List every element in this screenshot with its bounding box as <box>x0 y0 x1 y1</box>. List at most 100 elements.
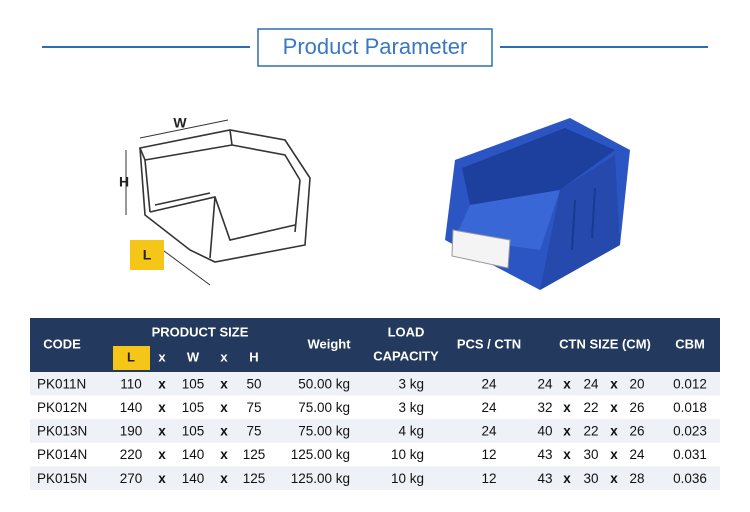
table-cell: x <box>158 376 166 391</box>
column-header: PRODUCT SIZE <box>152 324 249 339</box>
table-cell: PK012N <box>37 400 87 415</box>
size-l-highlight <box>113 346 150 370</box>
column-header: CTN SIZE (CM) <box>559 336 651 351</box>
table-cell: 3 kg <box>398 400 424 415</box>
title: Product Parameter <box>283 34 468 59</box>
table-cell: 43 <box>537 471 552 486</box>
table-cell: 110 <box>120 376 142 391</box>
table-cell: 26 <box>629 400 644 415</box>
table-cell: PK014N <box>37 447 87 462</box>
column-header: H <box>249 349 258 364</box>
table-cell: 50 <box>246 376 261 391</box>
table-cell: 140 <box>120 400 143 415</box>
table-cell: 190 <box>120 424 143 439</box>
table-cell: x <box>220 447 228 462</box>
table-cell: 0.018 <box>673 400 707 415</box>
column-header: CODE <box>43 336 81 351</box>
table-cell: x <box>610 424 618 439</box>
table-cell: x <box>158 424 166 439</box>
table-cell: x <box>158 471 166 486</box>
table-row <box>30 442 720 467</box>
column-header: x <box>158 349 166 364</box>
table-cell: 12 <box>481 447 496 462</box>
table-cell: 0.023 <box>673 424 707 439</box>
table-cell: 32 <box>537 400 552 415</box>
table-cell: 28 <box>629 471 644 486</box>
table-row <box>30 372 720 396</box>
table-cell: 24 <box>481 400 497 415</box>
table-row <box>30 419 720 443</box>
column-header: W <box>187 349 200 364</box>
table-cell: 30 <box>583 471 598 486</box>
table-cell: 270 <box>120 471 143 486</box>
table-cell: 50.00 kg <box>298 376 350 391</box>
table-cell: 24 <box>537 376 553 391</box>
column-header: L <box>127 349 135 364</box>
table-cell: 0.012 <box>673 376 707 391</box>
table-cell: PK013N <box>37 424 87 439</box>
table-cell: x <box>610 471 618 486</box>
table-cell: 75.00 kg <box>298 400 350 415</box>
column-header: CBM <box>675 336 705 351</box>
width-label: W <box>173 115 187 131</box>
table-cell: 75 <box>246 400 261 415</box>
table-row <box>30 466 720 490</box>
table-cell: 105 <box>182 400 205 415</box>
column-header: PCS / CTN <box>457 336 521 351</box>
table-cell: x <box>220 424 228 439</box>
table-cell: x <box>563 447 571 462</box>
length-box <box>130 240 164 270</box>
table-cell: 12 <box>481 471 496 486</box>
table-cell: 3 kg <box>398 376 424 391</box>
title-box <box>257 28 493 67</box>
table-cell: PK015N <box>37 471 87 486</box>
table-cell: 0.031 <box>673 447 707 462</box>
table-cell: 24 <box>629 447 645 462</box>
length-label: L <box>143 247 152 263</box>
column-header: x <box>220 349 228 364</box>
table-cell: 125 <box>243 471 266 486</box>
table-cell: 22 <box>583 400 598 415</box>
table-cell: 30 <box>583 447 598 462</box>
table-cell: 26 <box>629 424 644 439</box>
table-cell: 10 kg <box>391 471 424 486</box>
table-cell: 140 <box>182 447 205 462</box>
dimension-lines <box>125 119 229 286</box>
table-cell: 125 <box>243 447 266 462</box>
bin-photo <box>445 118 630 290</box>
table-cell: 105 <box>182 376 205 391</box>
bin-drawing <box>139 129 311 263</box>
table-cell: 40 <box>537 424 552 439</box>
table-cell: 4 kg <box>398 424 424 439</box>
table-cell: x <box>220 376 228 391</box>
table-cell: 43 <box>537 447 552 462</box>
table-cell: 125.00 kg <box>291 471 350 486</box>
table-cell: 24 <box>481 376 497 391</box>
table-cell: x <box>610 400 618 415</box>
table-cell: x <box>158 400 166 415</box>
table-cell: x <box>563 376 571 391</box>
table-cell: 22 <box>583 424 598 439</box>
table-cell: 220 <box>120 447 143 462</box>
table-cell: 0.036 <box>673 471 707 486</box>
table-row <box>30 395 720 420</box>
table-cell: 140 <box>182 471 205 486</box>
table-cell: 24 <box>583 376 599 391</box>
table-cell: x <box>610 376 618 391</box>
column-header: LOAD <box>388 324 425 339</box>
table-cell: x <box>220 400 228 415</box>
table-cell: x <box>563 400 571 415</box>
table-cell: x <box>220 471 228 486</box>
table-cell: 75 <box>246 424 261 439</box>
table-cell: 20 <box>629 376 644 391</box>
table-cell: 10 kg <box>391 447 424 462</box>
column-header: Weight <box>307 336 351 351</box>
column-header: CAPACITY <box>373 348 439 363</box>
table-cell: 75.00 kg <box>298 424 350 439</box>
table-cell: x <box>610 447 618 462</box>
height-label: H <box>119 174 129 190</box>
table-cell: x <box>158 447 166 462</box>
table-cell: 105 <box>182 424 205 439</box>
table-cell: PK011N <box>37 376 86 391</box>
